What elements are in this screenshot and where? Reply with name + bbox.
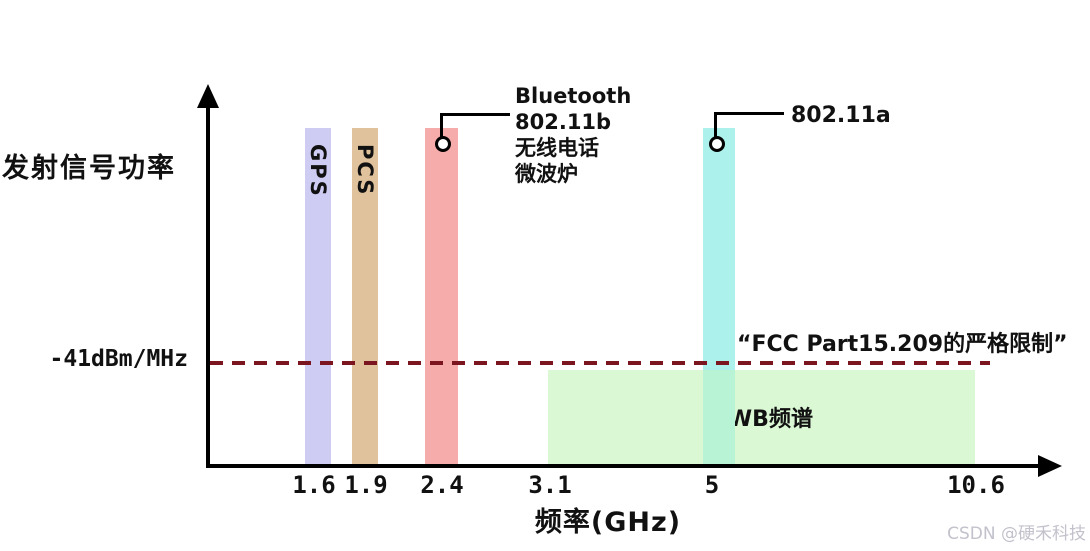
80211a-callout-text: 802.11a [791, 103, 891, 128]
bar-pcs: PCS [352, 128, 378, 464]
bluetooth-callout-text: Bluetooth 802.11b 无线电话 微波炉 [515, 83, 631, 187]
bluetooth-callout-line-1: Bluetooth [515, 84, 632, 108]
x-tick-10-6: 10.6 [947, 471, 1005, 499]
y-axis-title: 发射信号功率 [2, 153, 176, 184]
y-axis-line [206, 96, 210, 466]
bar-gps: GPS [305, 128, 331, 464]
uwb-spectrum-region: UWB频谱 [548, 370, 975, 464]
fcc-limit-annotation: “FCC Part15.209的严格限制” [737, 332, 1068, 357]
x-axis-title: 频率(GHz) [534, 507, 682, 538]
bluetooth-callout-line-4: 微波炉 [515, 162, 578, 186]
x-axis-line [206, 464, 1046, 468]
x-axis-arrowhead-icon [1038, 455, 1062, 477]
x-tick-5: 5 [704, 471, 720, 499]
bluetooth-callout-line-3: 无线电话 [515, 136, 599, 160]
x-tick-1-9: 1.9 [344, 471, 388, 499]
csdn-watermark: CSDN @硬禾科技 [947, 524, 1086, 544]
x-tick-2-4: 2.4 [420, 471, 464, 499]
fcc-limit-dashed-line [210, 361, 990, 365]
80211a-callout-line-vertical [714, 113, 717, 138]
bluetooth-callout-line-vertical [440, 114, 443, 138]
bluetooth-callout-line-horizontal [440, 113, 510, 116]
bluetooth-callout-line-2: 802.11b [515, 110, 612, 134]
x-tick-3-1: 3.1 [528, 471, 572, 499]
bar-gps-label: GPS [306, 144, 330, 198]
bar-pcs-label: PCS [353, 144, 377, 197]
bluetooth-callout-marker-icon [435, 136, 451, 152]
x-tick-1-6: 1.6 [292, 471, 336, 499]
80211a-callout-marker-icon [709, 136, 725, 152]
80211a-callout-line-horizontal [714, 112, 784, 115]
limit-value-label: -41dBm/MHz [49, 346, 188, 372]
bar-bluetooth-2-4ghz [425, 128, 458, 464]
y-axis-arrowhead-icon [197, 84, 219, 108]
bar-802-11a-5ghz [703, 128, 735, 464]
